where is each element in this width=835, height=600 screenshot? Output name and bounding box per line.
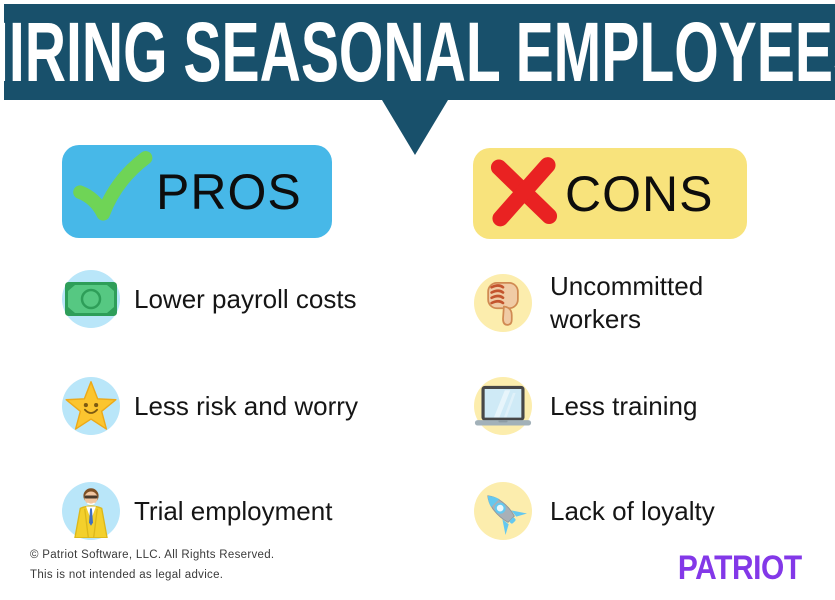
money-icon bbox=[62, 270, 120, 328]
copyright-text: © Patriot Software, LLC. All Rights Rese… bbox=[30, 549, 275, 561]
rocket-icon bbox=[474, 482, 532, 540]
businessman-icon bbox=[62, 482, 120, 540]
star-icon bbox=[62, 377, 120, 435]
patriot-logo: PATRIOT bbox=[678, 549, 802, 587]
cons-header: CONS bbox=[473, 148, 747, 239]
pros-item-label: Lower payroll costs bbox=[134, 283, 357, 314]
pros-item: Less risk and worry bbox=[62, 377, 358, 435]
cons-item: Uncommitted workers bbox=[474, 270, 755, 336]
banner-notch bbox=[382, 100, 448, 155]
pros-header-label: PROS bbox=[156, 163, 302, 220]
pros-header: PROS bbox=[62, 145, 332, 238]
cons-item-label: Lack of loyalty bbox=[550, 495, 715, 526]
thumbs-down-icon bbox=[474, 274, 532, 332]
pros-item: Trial employment bbox=[62, 482, 332, 540]
page-title: HIRING SEASONAL EMPLOYEES bbox=[0, 5, 835, 99]
cons-item-label: Uncommitted workers bbox=[550, 271, 704, 334]
cons-item: Less training bbox=[474, 377, 697, 435]
title-banner: HIRING SEASONAL EMPLOYEES bbox=[0, 4, 835, 100]
disclaimer-text: This is not intended as legal advice. bbox=[30, 569, 224, 581]
cons-item-label: Less training bbox=[550, 390, 698, 421]
cons-item: Lack of loyalty bbox=[474, 482, 715, 540]
x-icon bbox=[485, 153, 563, 234]
pros-item-label: Less risk and worry bbox=[134, 390, 358, 421]
cons-header-label: CONS bbox=[565, 165, 714, 222]
check-icon bbox=[70, 149, 154, 234]
laptop-icon bbox=[474, 377, 532, 435]
pros-item-label: Trial employment bbox=[134, 495, 333, 526]
pros-item: Lower payroll costs bbox=[62, 270, 357, 328]
